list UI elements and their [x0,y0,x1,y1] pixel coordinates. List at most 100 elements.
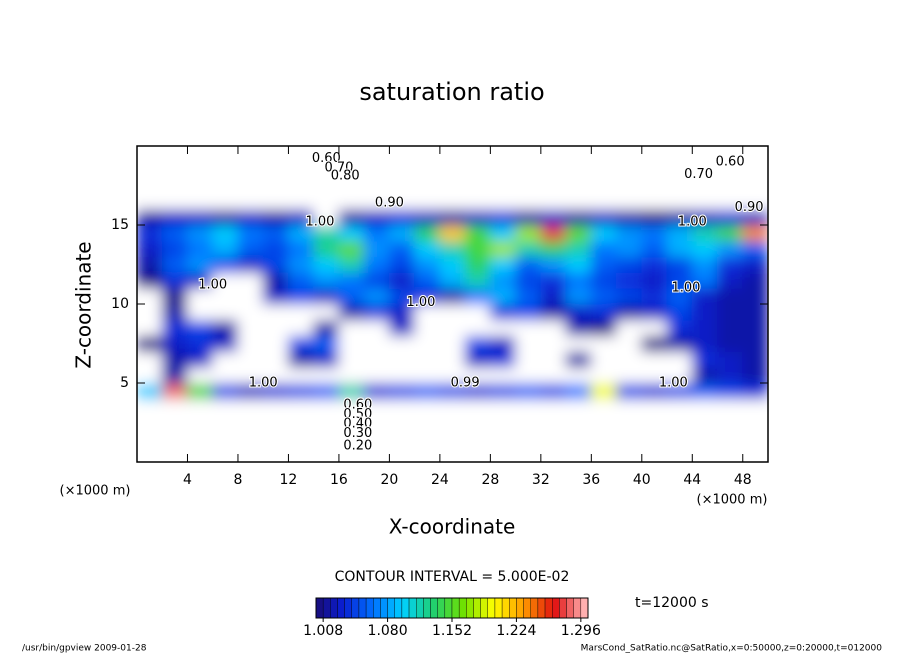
heatmap-cell [540,240,567,258]
heatmap-cell [742,224,768,242]
heatmap-cell [742,256,768,273]
contour-label: 0.70 [324,161,353,176]
heatmap-cell [363,192,390,210]
heatmap-cell [439,319,466,337]
heatmap-cell [388,177,416,194]
colorbar-band [430,597,438,619]
heatmap-cell [363,256,390,273]
heatmap-cell [717,366,744,384]
colorbar-band [552,597,560,619]
heatmap-cell [691,429,719,447]
heatmap-cell [414,161,441,179]
heatmap-cell [338,335,365,352]
heatmap-cell [186,366,214,384]
heatmap-cell [338,256,365,273]
heatmap-cell [590,177,618,194]
heatmap-cell [313,398,340,416]
x-tick-label: 16 [330,472,348,488]
heatmap-cell [691,192,719,210]
heatmap-cell [338,287,365,305]
heatmap-cell [137,224,163,242]
heatmap-cell [414,208,441,226]
heatmap-cell [540,256,567,273]
colorbar-band [337,597,345,619]
heatmap-cell [338,224,365,242]
heatmap-cell [464,382,491,400]
footer-right: MarsCond_SatRatio.nc@SatRatio,x=0:50000,… [581,644,883,654]
heatmap-cell [363,414,390,431]
heatmap-cell [388,414,416,431]
heatmap-cell [186,382,214,400]
heatmap-cell [237,192,264,210]
contour-label: 0.30 [343,426,372,441]
heatmap-cell [616,271,643,289]
contour-label: 1.00 [406,295,435,310]
heatmap-cell [338,382,365,400]
heatmap-cell [388,224,416,242]
heatmap-cell [691,319,719,337]
heatmap-cell [489,350,517,368]
y-tick-label: 10 [111,296,129,312]
heatmap-cell [212,398,239,416]
heatmap-cell [161,240,188,258]
heatmap-cell [186,177,214,194]
heatmap-cell [641,382,668,400]
contour-label: 0.90 [735,200,764,215]
heatmap-cell [464,429,491,447]
y-tick-label: 5 [120,375,129,391]
heatmap-cell [439,350,466,368]
heatmap-cell [212,208,239,226]
contour-label: 0.40 [343,417,372,432]
heatmap-cell [287,398,315,416]
heatmap-cell [691,445,719,462]
heatmap-cell [313,319,340,337]
heatmap-cell [237,319,264,337]
heatmap-cell [161,366,188,384]
heatmap-cell [186,303,214,321]
heatmap-cell [287,319,315,337]
heatmap-cell [565,287,592,305]
heatmap-cell [717,161,744,179]
contour-label: 0.20 [343,439,372,454]
heatmap-cell [590,398,618,416]
heatmap-cell [287,224,315,242]
heatmap-cell [287,303,315,321]
heatmap-cell [161,350,188,368]
heatmap-cell [666,208,693,226]
heatmap-cell [540,350,567,368]
heatmap-cell [616,382,643,400]
heatmap-cell [742,146,768,163]
heatmap-cell [691,398,719,416]
heatmap-cell [464,161,491,179]
heatmap-cell [616,256,643,273]
heatmap-cell [489,429,517,447]
heatmap-cell [313,445,340,462]
heatmap-cell [489,208,517,226]
heatmap-cell [717,429,744,447]
colorbar-tick-label: 1.296 [561,623,601,639]
x-axis-label: X-coordinate [389,515,516,539]
heatmap-cell [489,366,517,384]
heatmap-cell [313,192,340,210]
heatmap-cell [313,382,340,400]
heatmap-cell [515,429,542,447]
heatmap-cell [237,256,264,273]
heatmap-cell [137,240,163,258]
heatmap-cell [515,161,542,179]
heatmap-cell [590,429,618,447]
heatmap-cell [388,240,416,258]
heatmap-cell [590,240,618,258]
heatmap-cell [641,366,668,384]
x-unit: (×1000 m) [697,493,768,508]
heatmap-cell [414,398,441,416]
heatmap-cell [338,319,365,337]
heatmap-cell [212,287,239,305]
heatmap-cell [489,177,517,194]
heatmap-cell [590,271,618,289]
heatmap-cell [515,192,542,210]
heatmap-cell [414,366,441,384]
heatmap-cell [666,414,693,431]
y-axis-label: Z-coordinate [72,241,96,368]
heatmap-cell [161,335,188,352]
